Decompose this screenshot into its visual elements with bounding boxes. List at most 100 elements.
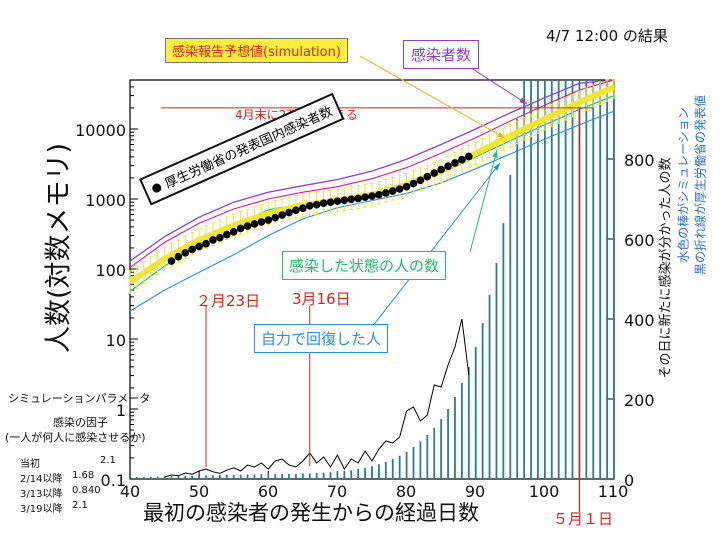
params-subtitle-2: (一人が何人に感染させるか) [5, 431, 146, 444]
y-left-tick-label: 1000 [85, 191, 126, 210]
official-cumulative-point [223, 230, 231, 239]
infected-arrow-head [519, 97, 527, 104]
official-cumulative-point [305, 201, 314, 210]
official-cumulative-point [202, 239, 210, 248]
y-left-tick-label: 1 [115, 401, 126, 420]
infected-arrow [464, 63, 528, 105]
x-tick-label: 110 [597, 482, 629, 501]
param-row-label: 当初 [20, 459, 40, 470]
sim-daily-bar [281, 473, 284, 479]
sim-daily-bar [274, 474, 277, 479]
x-tick-label: 40 [119, 482, 141, 501]
sim-daily-bar [246, 474, 249, 479]
sim-daily-bar [481, 323, 484, 479]
official-daily-line [164, 318, 470, 478]
sim-daily-bar [198, 475, 201, 479]
sim-daily-bar [440, 419, 443, 479]
official-cumulative-point [361, 193, 369, 202]
official-cumulative-point [382, 189, 390, 197]
sim-daily-bar [523, 80, 526, 479]
official-cumulative-point [250, 220, 259, 228]
official-cumulative-point [395, 185, 404, 193]
sim-daily-bar [267, 474, 270, 479]
x-tick-label: 90 [464, 482, 486, 501]
official-cumulative-point [195, 242, 203, 251]
recovered-box: 自力で回復した人 [254, 324, 389, 353]
sim-daily-bar [592, 80, 595, 479]
y-left-tick-label: 0.1 [100, 471, 126, 490]
sim-daily-bar [530, 80, 532, 479]
sim-daily-bar [398, 455, 401, 479]
infected-state-arrow-head [492, 150, 498, 158]
sim-daily-bar [357, 469, 360, 479]
sim-daily-bar [557, 80, 560, 479]
official-cumulative-point [257, 218, 266, 226]
official-cumulative-point [368, 192, 376, 200]
sim-daily-bar [343, 471, 346, 479]
sim-daily-bar [191, 475, 194, 479]
sim-daily-bar [149, 477, 152, 479]
sim-daily-bar [502, 223, 505, 479]
right-legend-official: 黒の折れ線が厚生労働省の発表値 [693, 94, 708, 276]
sim-daily-bar [405, 451, 408, 479]
sim-daily-bar [378, 464, 380, 479]
sim-daily-bar [384, 461, 387, 479]
sim-daily-bar [585, 80, 588, 479]
param-row-label: 3/19以降 [20, 504, 63, 515]
param-row-value: 1.68 [72, 470, 95, 481]
official-cumulative-point [333, 197, 342, 206]
param-row-value: 2.1 [100, 455, 116, 466]
official-cumulative-point [271, 213, 280, 222]
sim-daily-bar [225, 475, 228, 479]
sim-daily-bar [564, 80, 567, 479]
official-cumulative-point [216, 233, 224, 242]
sim-daily-bar [509, 175, 512, 479]
sim-daily-bar [613, 80, 615, 479]
official-cumulative-point [409, 179, 418, 188]
sim-daily-bar [170, 476, 173, 479]
sim-daily-bar [516, 119, 519, 479]
infected-state-box: 感染した状態の人の数 [282, 251, 447, 280]
x-label: 最初の感染者の発生からの経過日数 [143, 501, 479, 525]
sim-daily-bar [260, 474, 263, 479]
infected-state-arrow [469, 149, 498, 253]
x-tick-label: 80 [395, 482, 417, 501]
y-right-tick-label: 400 [624, 311, 655, 330]
upper-bound-curve [129, 79, 615, 268]
sim-daily-bar [288, 473, 290, 479]
sim-daily-bar [364, 467, 366, 479]
x-tick-label: 100 [528, 482, 560, 501]
sim-daily-bar [467, 367, 470, 479]
param-row-value: 2.1 [72, 500, 88, 511]
official-cumulative-point [299, 204, 307, 212]
sim-daily-bar [460, 383, 463, 479]
recovered-arrow [371, 162, 501, 328]
chart-header: 4/7 12:00 の結果 [546, 27, 668, 45]
official-cumulative-point [326, 198, 335, 207]
sim-daily-bar [322, 472, 325, 479]
sim-daily-bar [336, 471, 339, 479]
official-cumulative-point [451, 159, 459, 167]
y-right-tick-label: 600 [624, 231, 655, 250]
sim-daily-bar [571, 80, 574, 479]
sim-daily-bar [433, 427, 436, 479]
official-cumulative-point [402, 182, 411, 191]
official-cumulative-point [319, 199, 328, 208]
x-tick-label: 60 [257, 482, 279, 501]
official-cumulative-point [229, 227, 238, 236]
sim-daily-bar [543, 80, 546, 479]
sim-daily-bar [212, 475, 214, 479]
sim-daily-bar [315, 473, 318, 479]
params-title: シミュレーションパラメータ [8, 392, 151, 405]
official-cumulative-point [243, 222, 252, 230]
sim-daily-bar [488, 295, 491, 479]
official-cumulative-point [188, 245, 197, 254]
official-cumulative-point [167, 257, 176, 265]
y-right-label: その日に新たに感染が分かった人の数 [658, 157, 674, 379]
sim-daily-bar [537, 80, 539, 479]
official-cumulative-point [465, 152, 473, 161]
sim-daily-bar [454, 397, 456, 479]
y-right-tick-label: 0 [624, 471, 635, 490]
